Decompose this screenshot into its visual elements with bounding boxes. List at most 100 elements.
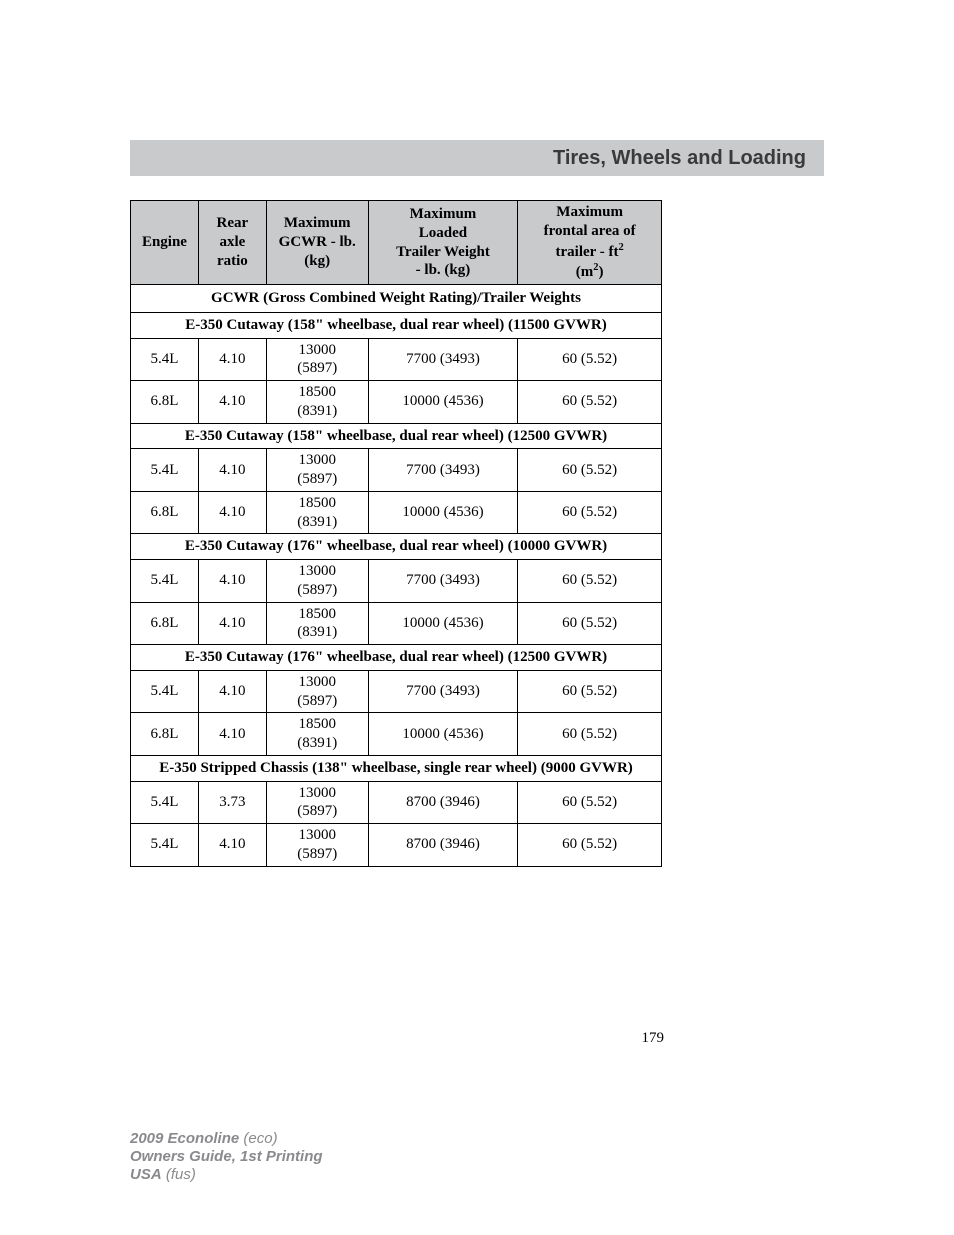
- footer-guide: Owners Guide, 1st Printing: [130, 1148, 323, 1166]
- cell-trailer: 7700 (3493): [368, 449, 518, 492]
- cell-engine: 5.4L: [131, 670, 199, 713]
- cell-gcwr-l1: 13000: [298, 785, 336, 801]
- cell-ratio: 4.10: [198, 670, 266, 713]
- cell-ratio: 4.10: [198, 713, 266, 756]
- cell-engine: 5.4L: [131, 781, 199, 824]
- table-row: 6.8L 4.10 18500(8391) 10000 (4536) 60 (5…: [131, 381, 662, 424]
- cell-gcwr-l2: (5897): [297, 803, 337, 819]
- cell-trailer: 10000 (4536): [368, 713, 518, 756]
- footer-region-code: (fus): [162, 1166, 196, 1183]
- cell-gcwr: 13000 (5897): [266, 824, 368, 867]
- section-label: E-350 Cutaway (176" wheelbase, dual rear…: [131, 645, 662, 671]
- cell-ratio: 4.10: [198, 338, 266, 381]
- section-heading: E-350 Cutaway (176" wheelbase, dual rear…: [131, 534, 662, 560]
- cell-gcwr: 13000(5897): [266, 338, 368, 381]
- section-title: Tires, Wheels and Loading: [553, 147, 806, 170]
- cell-gcwr-l2: (5897): [297, 471, 337, 487]
- footer-line-3: USA (fus): [130, 1166, 323, 1184]
- col-engine: Engine: [131, 201, 199, 285]
- cell-engine: 5.4L: [131, 449, 199, 492]
- cell-gcwr-l2: (8391): [297, 403, 337, 419]
- cell-trailer: 7700 (3493): [368, 670, 518, 713]
- section-label: E-350 Cutaway (158" wheelbase, dual rear…: [131, 423, 662, 449]
- cell-frontal: 60 (5.52): [518, 491, 662, 534]
- col-mtw-l4: - lb. (kg): [416, 262, 471, 278]
- cell-gcwr-l2: (5897): [297, 846, 337, 862]
- cell-gcwr-l2: (5897): [297, 693, 337, 709]
- cell-ratio: 4.10: [198, 449, 266, 492]
- page: Tires, Wheels and Loading GCWR (Gross Co…: [0, 0, 954, 1235]
- page-number: 179: [642, 1030, 665, 1047]
- table-row: 5.4L 4.10 13000(5897) 7700 (3493) 60 (5.…: [131, 560, 662, 603]
- table-header-row: Engine Rear axle ratio Maximum GCWR - lb…: [131, 201, 662, 285]
- cell-frontal: 60 (5.52): [518, 713, 662, 756]
- section-heading: E-350 Cutaway (158" wheelbase, dual rear…: [131, 423, 662, 449]
- cell-gcwr-l2: (5897): [297, 360, 337, 376]
- col-mfa-l1: Maximum: [556, 204, 623, 220]
- cell-frontal: 60 (5.52): [518, 781, 662, 824]
- cell-trailer: 8700 (3946): [368, 781, 518, 824]
- cell-gcwr: 13000 (5897): [266, 781, 368, 824]
- cell-gcwr: 18500(8391): [266, 381, 368, 424]
- table-row: 5.4L 4.10 13000(5897) 7700 (3493) 60 (5.…: [131, 449, 662, 492]
- col-max-gcwr-l1: Maximum: [284, 215, 351, 231]
- col-max-gcwr-l3: (kg): [304, 253, 330, 269]
- cell-gcwr-l2: (8391): [297, 624, 337, 640]
- cell-gcwr-l1: 13000: [298, 827, 336, 843]
- cell-engine: 5.4L: [131, 338, 199, 381]
- cell-gcwr-l1: 18500: [298, 716, 336, 732]
- cell-ratio: 4.10: [198, 602, 266, 645]
- cell-gcwr-l1: 18500: [298, 606, 336, 622]
- cell-ratio: 4.10: [198, 491, 266, 534]
- cell-gcwr: 18500 (8391): [266, 602, 368, 645]
- cell-trailer: 10000 (4536): [368, 491, 518, 534]
- col-max-frontal-area: Maximum frontal area of trailer - ft2 (m…: [518, 201, 662, 285]
- table-row: 5.4L 4.10 13000 (5897) 8700 (3946) 60 (5.…: [131, 824, 662, 867]
- cell-frontal: 60 (5.52): [518, 338, 662, 381]
- table-row: 6.8L 4.10 18500 (8391) 10000 (4536) 60 (5…: [131, 491, 662, 534]
- col-mfa-l4c: ): [599, 264, 604, 280]
- cell-trailer: 8700 (3946): [368, 824, 518, 867]
- col-max-trailer-weight: Maximum Loaded Trailer Weight - lb. (kg): [368, 201, 518, 285]
- col-mfa-l2: frontal area of: [544, 223, 636, 239]
- header-band: Tires, Wheels and Loading: [130, 140, 824, 176]
- cell-frontal: 60 (5.52): [518, 824, 662, 867]
- cell-gcwr-l1: 13000: [298, 563, 336, 579]
- cell-gcwr-l2: (8391): [297, 735, 337, 751]
- cell-gcwr-l2: (8391): [297, 514, 337, 530]
- section-heading: E-350 Stripped Chassis (138" wheelbase, …: [131, 755, 662, 781]
- cell-engine: 6.8L: [131, 602, 199, 645]
- cell-engine: 6.8L: [131, 713, 199, 756]
- col-mfa-l3a: trailer - ft: [556, 244, 619, 260]
- cell-gcwr-l1: 13000: [298, 452, 336, 468]
- col-max-gcwr: Maximum GCWR - lb. (kg): [266, 201, 368, 285]
- cell-ratio: 4.10: [198, 560, 266, 603]
- cell-frontal: 60 (5.52): [518, 381, 662, 424]
- footer: 2009 Econoline (eco) Owners Guide, 1st P…: [130, 1130, 323, 1184]
- table-row: 5.4L 4.10 13000(5897) 7700 (3493) 60 (5.…: [131, 338, 662, 381]
- cell-gcwr: 18500 (8391): [266, 713, 368, 756]
- footer-model: 2009 Econoline: [130, 1130, 239, 1147]
- col-mtw-l3: Trailer Weight: [396, 244, 490, 260]
- cell-frontal: 60 (5.52): [518, 602, 662, 645]
- cell-gcwr: 13000 (5897): [266, 449, 368, 492]
- cell-gcwr: 13000(5897): [266, 670, 368, 713]
- section-label: E-350 Stripped Chassis (138" wheelbase, …: [131, 755, 662, 781]
- section-label: E-350 Cutaway (158" wheelbase, dual rear…: [131, 312, 662, 338]
- cell-engine: 5.4L: [131, 560, 199, 603]
- section-label: E-350 Cutaway (176" wheelbase, dual rear…: [131, 534, 662, 560]
- section-heading: E-350 Cutaway (176" wheelbase, dual rear…: [131, 645, 662, 671]
- cell-engine: 6.8L: [131, 491, 199, 534]
- table-body: E-350 Cutaway (158" wheelbase, dual rear…: [131, 312, 662, 866]
- cell-gcwr-l2: (5897): [297, 582, 337, 598]
- cell-gcwr-l1: 18500: [298, 495, 336, 511]
- cell-gcwr: 13000 (5897): [266, 560, 368, 603]
- table-row: 5.4L 3.73 13000(5897) 8700 (3946) 60 (5.…: [131, 781, 662, 824]
- footer-region: USA: [130, 1166, 162, 1183]
- cell-ratio: 4.10: [198, 824, 266, 867]
- section-heading: E-350 Cutaway (158" wheelbase, dual rear…: [131, 312, 662, 338]
- cell-engine: 5.4L: [131, 824, 199, 867]
- cell-trailer: 7700 (3493): [368, 338, 518, 381]
- cell-engine: 6.8L: [131, 381, 199, 424]
- footer-line-1: 2009 Econoline (eco): [130, 1130, 323, 1148]
